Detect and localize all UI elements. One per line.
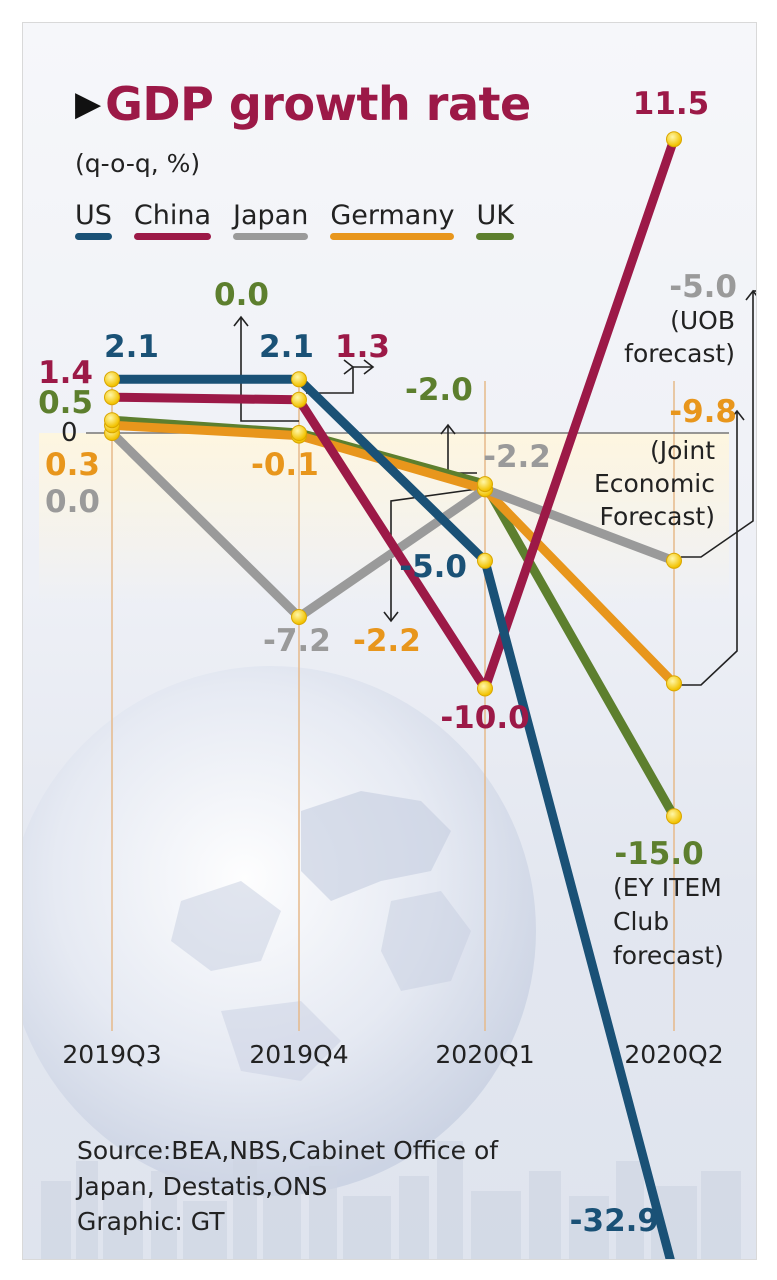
callout-arrowhead	[745, 289, 756, 301]
annotation-line: (UOB	[670, 306, 735, 335]
legend-item-uk: UK	[476, 200, 514, 240]
data-point-us	[291, 371, 307, 388]
data-point-china	[291, 391, 307, 408]
legend-label: China	[133, 200, 212, 231]
legend-item-germany: Germany	[330, 200, 455, 240]
data-point-us	[477, 552, 493, 569]
data-point-japan	[291, 609, 307, 625]
data-label-germany: 0.3	[45, 447, 100, 483]
source-line: Source:BEA,NBS,Cabinet Office of	[77, 1136, 499, 1165]
data-label-us: 2.1	[104, 329, 159, 365]
data-point-germany	[666, 675, 682, 692]
legend-label: Germany	[330, 200, 455, 231]
x-tick-label: 2019Q4	[249, 1040, 348, 1069]
annotation-line: forecast)	[624, 339, 735, 368]
data-label-uk: 0.5	[38, 385, 93, 421]
x-tick-label: 2020Q1	[435, 1040, 534, 1069]
legend-label: UK	[476, 200, 514, 231]
series-layer	[107, 134, 679, 1259]
annotation-line: (Joint	[650, 436, 715, 465]
data-point-us	[104, 371, 120, 388]
chart-canvas: 2019Q3 2019Q4 2020Q1 2020Q2 0 2.1 2.1 -5.0 -32.…	[23, 86, 756, 1259]
legend-swatch	[233, 232, 309, 240]
x-tick-label: 2019Q3	[62, 1040, 161, 1069]
data-point-uk	[104, 412, 120, 429]
data-point-china	[666, 131, 682, 148]
series-line-us	[107, 374, 675, 1259]
data-point-uk	[666, 808, 682, 825]
data-label-japan: 0.0	[45, 484, 100, 520]
legend-item-us: US	[75, 201, 112, 240]
source-note: Source:BEA,NBS,Cabinet Office of Japan, …	[77, 1133, 498, 1240]
data-point-uk	[291, 425, 307, 441]
legend-item-japan: Japan	[233, 200, 309, 240]
callout-arrowhead	[440, 423, 456, 435]
legend: US China Japan Germany UK	[75, 201, 514, 240]
data-label-us: -5.0	[399, 549, 467, 585]
legend-swatch	[476, 232, 514, 240]
data-label-china: 1.4	[38, 355, 93, 391]
series-line-japan	[107, 428, 679, 622]
annotation-line: Economic	[594, 469, 715, 498]
data-label-us: 2.1	[259, 329, 314, 365]
data-label-germany: -9.8	[669, 394, 737, 430]
legend-label: US	[75, 200, 112, 231]
chart-title: ▶ GDP growth rate	[75, 81, 531, 127]
data-label-uk: 0.0	[214, 277, 269, 313]
data-label-japan: -7.2	[263, 623, 331, 659]
grid-layer: 2019Q3 2019Q4 2020Q1 2020Q2 0	[61, 381, 729, 1069]
data-point-china	[477, 680, 493, 697]
data-label-china: -10.0	[440, 700, 529, 736]
callout-line	[240, 317, 299, 422]
data-label-uk: -15.0	[614, 836, 703, 872]
data-label-china: 1.3	[335, 329, 390, 365]
title-text: GDP growth rate	[105, 77, 531, 131]
point-layer	[104, 131, 682, 825]
data-label-china: 11.5	[633, 86, 710, 122]
chart-frame: 2019Q3 2019Q4 2020Q1 2020Q2 0 2.1 2.1 -5.0 -32.…	[22, 22, 757, 1260]
legend-label: Japan	[233, 200, 309, 231]
callout-arrowhead	[383, 611, 399, 623]
annotation-line: Club	[613, 907, 669, 936]
data-label-germany: -0.1	[251, 447, 319, 483]
annotation-line: (EY ITEM	[613, 873, 722, 902]
x-tick-label: 2020Q2	[624, 1040, 723, 1069]
series-line-germany	[107, 420, 679, 688]
series-line-china	[107, 134, 679, 693]
skyline-decoration	[41, 1141, 741, 1259]
callout-arrowhead	[729, 409, 745, 421]
data-label-uk: -2.0	[405, 372, 473, 408]
callout-line	[681, 291, 754, 558]
label-layer: 2.1 2.1 -5.0 -32.9 1.4 1.3 -10.0 11.5 0.0 -7.2 -2.…	[38, 86, 737, 1239]
callout-arrowhead	[363, 359, 375, 375]
data-point-japan	[666, 552, 682, 569]
title-arrow-icon: ▶	[75, 84, 102, 124]
globe-decoration	[23, 666, 536, 1196]
zero-tick-label: 0	[61, 418, 78, 448]
callout-line	[306, 367, 354, 394]
source-line: Japan, Destatis,ONS	[77, 1171, 328, 1201]
callout-line	[681, 411, 738, 686]
legend-item-china: China	[133, 200, 212, 240]
legend-swatch	[330, 232, 455, 240]
annotation-line: forecast)	[613, 941, 724, 970]
legend-swatch	[75, 232, 112, 240]
callout-line	[390, 488, 478, 621]
data-label-us: -32.9	[570, 1203, 659, 1239]
legend-swatch	[133, 232, 212, 240]
source-line: Graphic: GT	[77, 1207, 225, 1236]
data-label-germany: -2.2	[353, 623, 421, 659]
chart-subtitle: (q-o-q, %)	[75, 149, 201, 178]
data-label-japan: -5.0	[669, 269, 737, 305]
data-label-japan: -2.2	[483, 439, 551, 475]
callout-arrowhead	[233, 315, 249, 327]
callout-brackets	[233, 289, 756, 686]
data-point-uk	[477, 476, 493, 493]
data-point-china	[104, 389, 120, 406]
annotation-line: Forecast)	[599, 502, 715, 531]
